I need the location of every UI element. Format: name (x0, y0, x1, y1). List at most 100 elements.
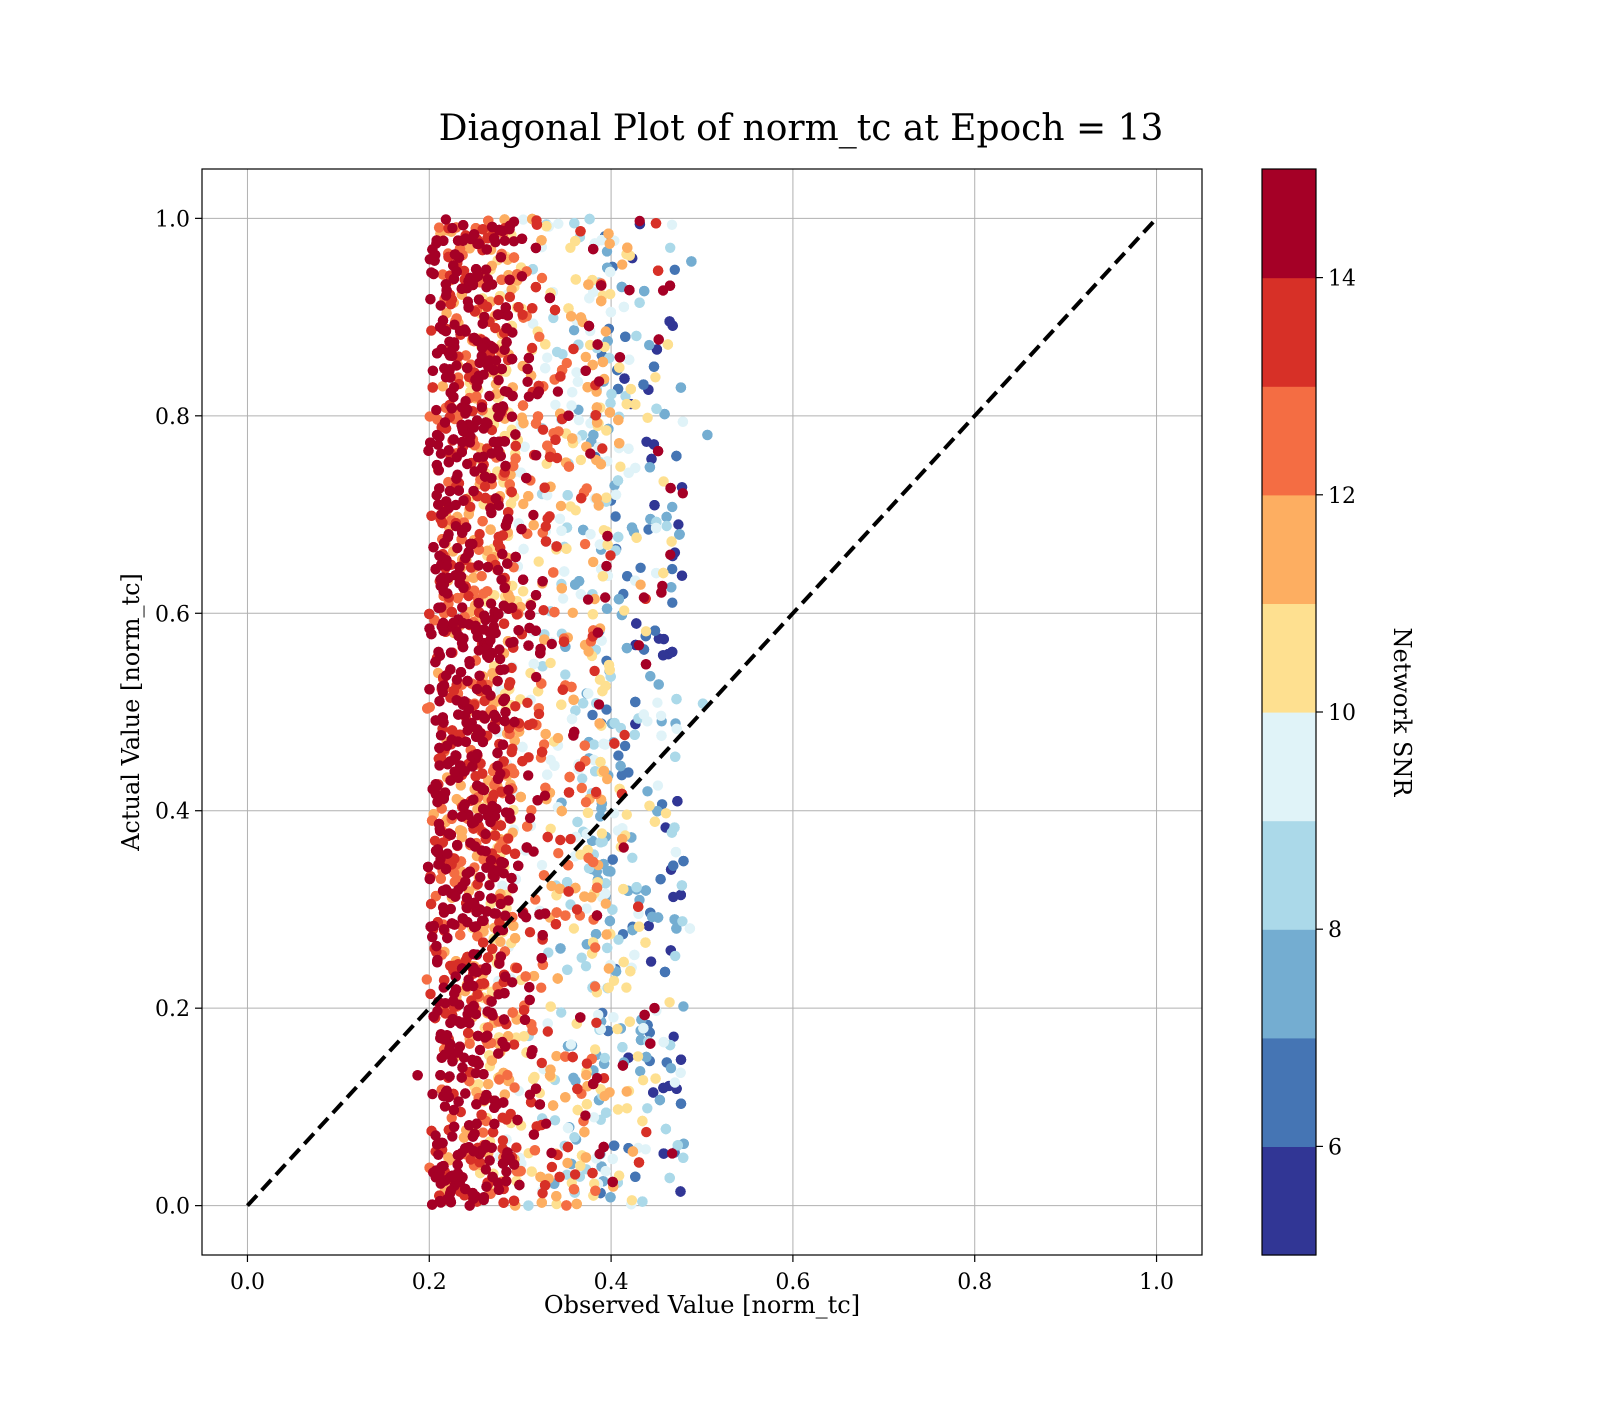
scatter-point (582, 1058, 592, 1068)
scatter-point (582, 1099, 592, 1109)
scatter-point (646, 956, 656, 966)
scatter-point (569, 923, 579, 933)
scatter-point (578, 698, 588, 708)
scatter-point (678, 417, 688, 427)
scatter-point (651, 523, 661, 533)
scatter-point (482, 586, 492, 596)
scatter-point (677, 880, 687, 890)
scatter-point (634, 1157, 644, 1167)
scatter-point (524, 392, 534, 402)
scatter-point (583, 853, 593, 863)
scatter-point (525, 927, 535, 937)
scatter-point (447, 725, 457, 735)
scatter-point (504, 275, 514, 285)
scatter-point (592, 910, 602, 920)
scatter-point (428, 542, 438, 552)
scatter-point (433, 1150, 443, 1160)
scatter-point (531, 626, 541, 636)
scatter-point (447, 1131, 457, 1141)
scatter-point (594, 376, 604, 386)
scatter-point (605, 550, 615, 560)
scatter-point (493, 774, 503, 784)
scatter-point (423, 446, 433, 456)
scatter-point (511, 1142, 521, 1152)
scatter-point (471, 921, 481, 931)
scatter-point (631, 533, 641, 543)
scatter-point (514, 1180, 524, 1190)
scatter-point (516, 524, 526, 534)
scatter-point (630, 730, 640, 740)
scatter-point (573, 377, 583, 387)
scatter-point (453, 709, 463, 719)
scatter-point (641, 626, 651, 636)
scatter-point (545, 658, 555, 668)
scatter-point (613, 415, 623, 425)
scatter-point (617, 1042, 627, 1052)
scatter-point (426, 899, 436, 909)
scatter-point (501, 807, 511, 817)
scatter-point (530, 1145, 540, 1155)
scatter-point (529, 1072, 539, 1082)
scatter-point (592, 883, 602, 893)
scatter-point (487, 722, 497, 732)
scatter-point (548, 567, 558, 577)
scatter-point (574, 415, 584, 425)
scatter-point (610, 511, 620, 521)
scatter-point (486, 598, 496, 608)
scatter-point (507, 603, 517, 613)
scatter-point (577, 783, 587, 793)
scatter-point (498, 1097, 508, 1107)
scatter-point (505, 638, 515, 648)
scatter-point (600, 592, 610, 602)
scatter-point (635, 563, 645, 573)
scatter-point (568, 730, 578, 740)
scatter-point (605, 398, 615, 408)
scatter-point (639, 1010, 649, 1020)
scatter-point (572, 1084, 582, 1094)
scatter-point (582, 483, 592, 493)
scatter-point (615, 462, 625, 472)
scatter-point (569, 1184, 579, 1194)
scatter-point (633, 902, 643, 912)
scatter-point (470, 466, 480, 476)
scatter-point (656, 711, 666, 721)
scatter-point (581, 352, 591, 362)
scatter-point (479, 423, 489, 433)
scatter-point (685, 923, 695, 933)
scatter-point (440, 1101, 450, 1111)
scatter-point (504, 224, 514, 234)
scatter-point (617, 259, 627, 269)
scatter-point (441, 214, 451, 224)
scatter-point (571, 367, 581, 377)
scatter-point (493, 565, 503, 575)
scatter-point (667, 598, 677, 608)
scatter-point (529, 659, 539, 669)
scatter-point (593, 627, 603, 637)
scatter-point (665, 1173, 675, 1183)
scatter-point (605, 1192, 615, 1202)
scatter-point (667, 1148, 677, 1158)
scatter-point (619, 957, 629, 967)
scatter-point (488, 1010, 498, 1020)
scatter-point (445, 1018, 455, 1028)
scatter-point (505, 677, 515, 687)
scatter-point (500, 716, 510, 726)
scatter-point (529, 520, 539, 530)
scatter-point (597, 828, 607, 838)
scatter-point (423, 862, 433, 872)
scatter-point (517, 756, 527, 766)
scatter-point (614, 438, 624, 448)
scatter-point (589, 739, 599, 749)
scatter-point (535, 644, 545, 654)
scatter-point (555, 371, 565, 381)
scatter-point (452, 675, 462, 685)
scatter-point (496, 575, 506, 585)
scatter-point (583, 594, 593, 604)
scatter-point (630, 697, 640, 707)
scatter-point (486, 893, 496, 903)
scatter-point (576, 455, 586, 465)
scatter-point (561, 1200, 571, 1210)
scatter-point (457, 1062, 467, 1072)
scatter-point (509, 717, 519, 727)
scatter-point (580, 1110, 590, 1120)
